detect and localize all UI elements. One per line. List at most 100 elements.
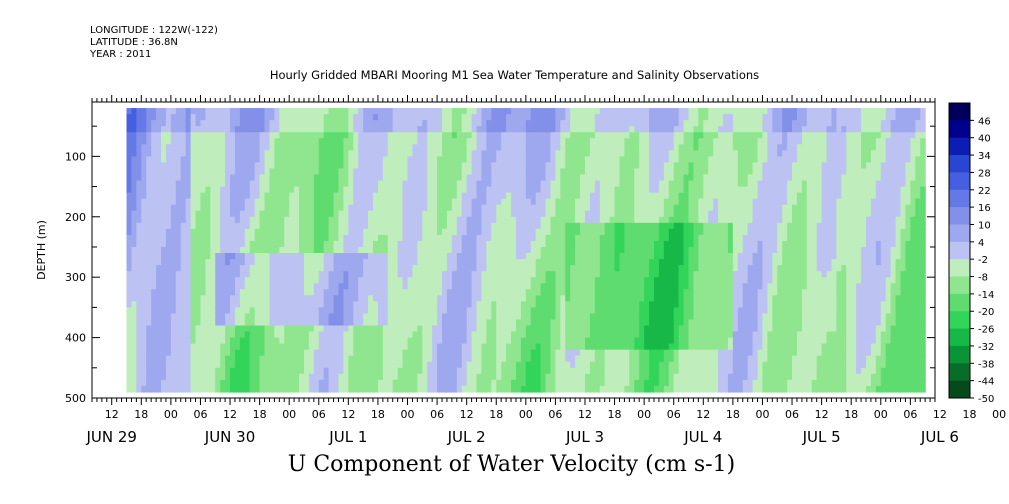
heatmap-cell <box>180 295 187 302</box>
heatmap-cell <box>239 259 246 266</box>
heatmap-cell <box>175 240 182 248</box>
heatmap-cell <box>170 210 177 218</box>
heatmap-cell <box>343 361 349 369</box>
heatmap-cell <box>294 168 300 176</box>
heatmap-cell <box>496 301 502 308</box>
heatmap-cell <box>299 120 305 127</box>
heatmap-cell <box>437 373 443 381</box>
heatmap-cell <box>486 301 492 308</box>
heatmap-cell <box>619 253 626 260</box>
heatmap-cell <box>624 253 630 260</box>
heatmap-cell <box>373 253 379 260</box>
heatmap-cell <box>180 349 187 357</box>
heatmap-cell <box>535 283 542 290</box>
heatmap-cell <box>284 228 290 236</box>
heatmap-cell <box>481 259 487 266</box>
heatmap-cell <box>412 210 418 218</box>
heatmap-cell <box>284 120 290 127</box>
heatmap-cell <box>619 228 626 236</box>
heatmap-cell <box>422 343 428 351</box>
heatmap-cell <box>249 192 256 200</box>
heatmap-cell <box>230 114 236 121</box>
heatmap-cell <box>599 246 606 254</box>
heatmap-cell <box>451 168 458 176</box>
heatmap-cell <box>215 222 221 230</box>
heatmap-cell <box>451 234 458 242</box>
heatmap-cell <box>195 307 202 315</box>
heatmap-cell <box>446 114 453 121</box>
heatmap-cell <box>466 132 473 139</box>
heatmap-cell <box>560 204 566 212</box>
heatmap-cell <box>644 253 650 260</box>
heatmap-cell <box>348 186 354 194</box>
heatmap-cell <box>382 222 389 230</box>
heatmap-cell <box>141 222 147 230</box>
heatmap-cell <box>486 168 492 176</box>
heatmap-cell <box>215 246 221 254</box>
heatmap-cell <box>353 168 359 176</box>
heatmap-cell <box>318 331 325 339</box>
heatmap-cell <box>210 180 216 188</box>
heatmap-cell <box>323 144 330 151</box>
heatmap-cell <box>333 168 340 176</box>
heatmap-cell <box>215 337 221 345</box>
heatmap-cell <box>338 228 345 236</box>
heatmap-cell <box>599 162 606 170</box>
heatmap-cell <box>313 253 320 260</box>
heatmap-cell <box>422 337 428 345</box>
heatmap-cell <box>402 120 409 127</box>
heatmap-cell <box>308 289 315 296</box>
heatmap-cell <box>466 228 473 236</box>
heatmap-cell <box>471 168 478 176</box>
heatmap-cell <box>624 367 630 375</box>
heatmap-cell <box>294 331 300 339</box>
heatmap-cell <box>294 253 300 260</box>
heatmap-cell <box>274 108 280 115</box>
heatmap-cell <box>629 180 635 188</box>
heatmap-cell <box>520 162 527 170</box>
heatmap-cell <box>555 349 561 357</box>
heatmap-cell <box>363 120 369 127</box>
heatmap-cell <box>594 198 601 206</box>
heatmap-cell <box>599 240 606 248</box>
heatmap-cell <box>580 385 586 393</box>
heatmap-cell <box>289 216 295 224</box>
heatmap-cell <box>520 108 527 115</box>
heatmap-cell <box>471 240 478 248</box>
heatmap-cell <box>358 126 364 133</box>
heatmap-cell <box>254 138 261 145</box>
heatmap-cell <box>481 204 487 212</box>
heatmap-cell <box>515 120 522 127</box>
heatmap-cell <box>244 349 251 357</box>
heatmap-cell <box>377 379 384 387</box>
heatmap-cell <box>442 240 448 248</box>
heatmap-cell <box>476 240 483 248</box>
heatmap-cell <box>230 180 236 188</box>
heatmap-cell <box>412 343 418 351</box>
heatmap-cell <box>629 313 635 321</box>
heatmap-cell <box>491 216 497 224</box>
heatmap-cell <box>481 361 487 369</box>
heatmap-cell <box>560 265 566 272</box>
heatmap-cell <box>358 289 364 296</box>
heatmap-cell <box>481 379 487 387</box>
heatmap-cell <box>387 325 394 333</box>
heatmap-cell <box>594 156 601 164</box>
heatmap-cell <box>565 301 571 308</box>
heatmap-cell <box>594 132 601 139</box>
heatmap-cell <box>437 295 443 302</box>
heatmap-cell <box>131 289 137 296</box>
heatmap-cell <box>520 343 527 351</box>
heatmap-cell <box>185 325 192 333</box>
heatmap-cell <box>580 144 586 151</box>
heatmap-cell <box>225 204 231 212</box>
heatmap-cell <box>584 150 591 157</box>
heatmap-cell <box>259 156 266 164</box>
heatmap-cell <box>131 156 137 164</box>
heatmap-cell <box>545 379 552 387</box>
heatmap-cell <box>368 246 374 254</box>
heatmap-cell <box>230 253 236 260</box>
heatmap-cell <box>392 349 399 357</box>
heatmap-cell <box>639 180 645 188</box>
heatmap-cell <box>392 337 399 345</box>
